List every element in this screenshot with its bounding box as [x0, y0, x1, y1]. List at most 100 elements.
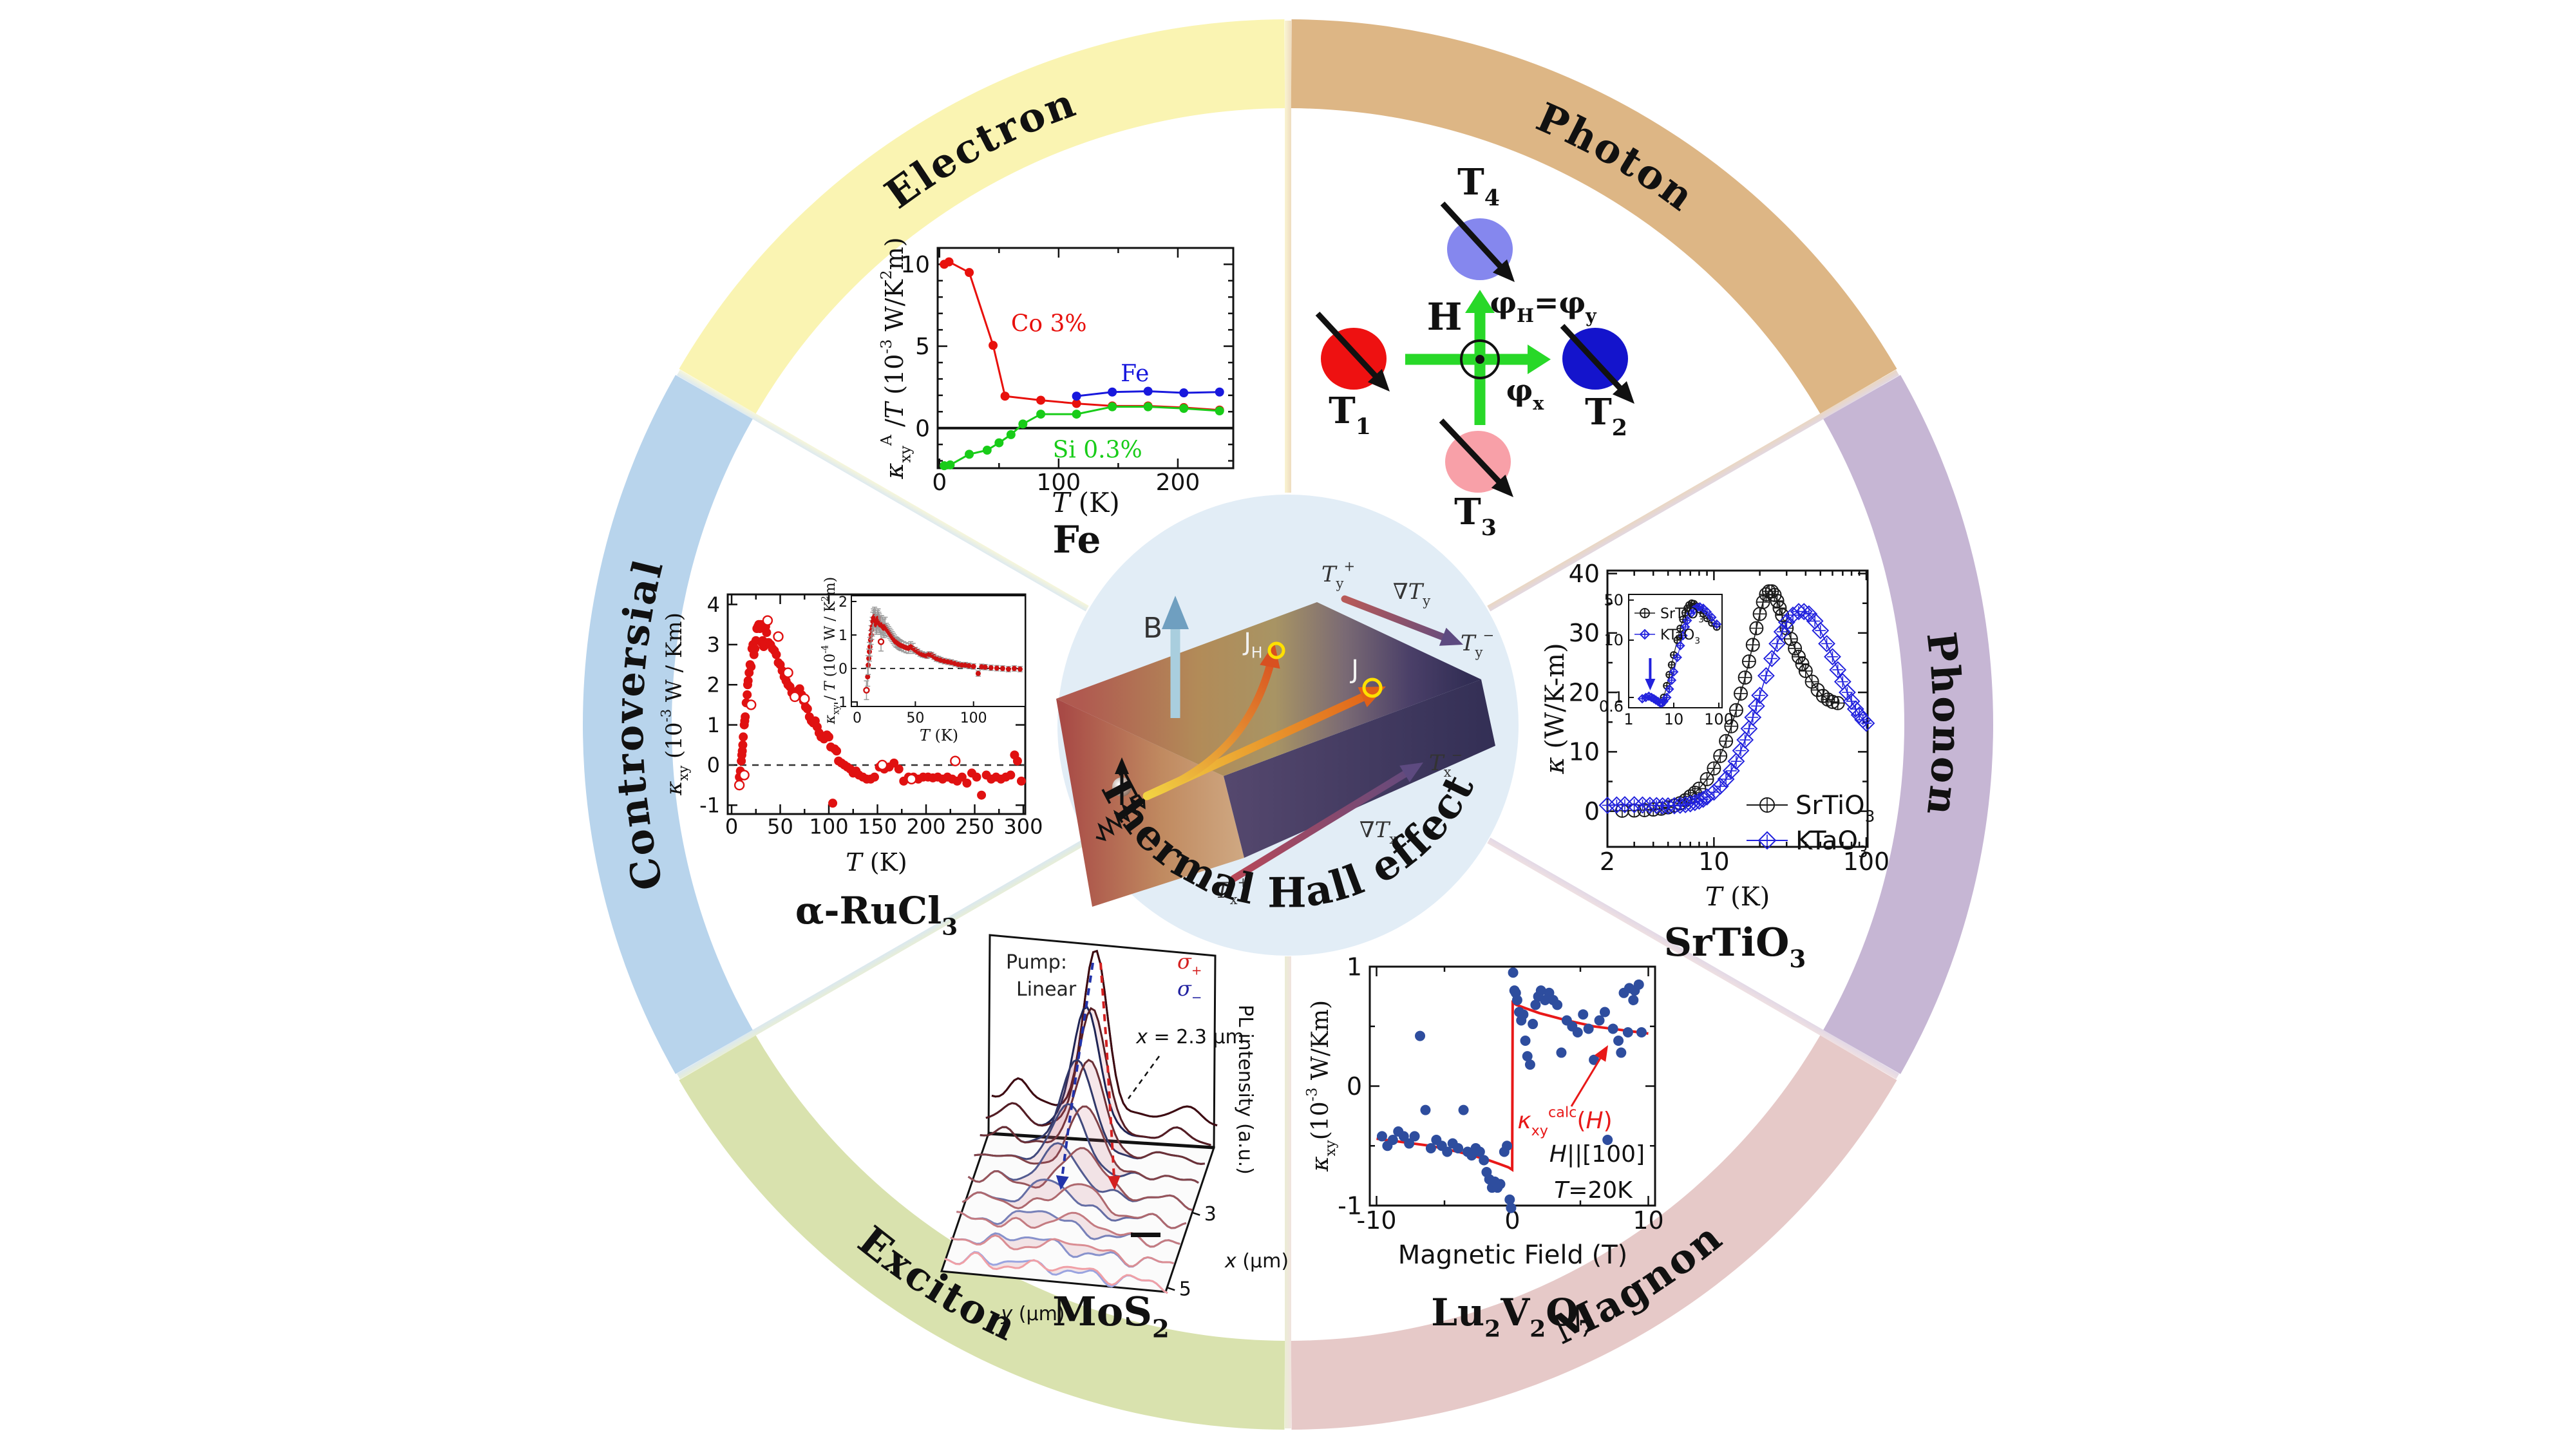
- x-axis-label: x (μm): [1224, 1250, 1289, 1273]
- x-annotation: x = 2.3 μm: [1135, 1026, 1244, 1048]
- shape: [1763, 650, 1781, 667]
- scale-bar: [1131, 1233, 1160, 1237]
- chart-title-rucl3: α-RuCl3: [795, 889, 958, 940]
- sector-exciton: [679, 1035, 1285, 1430]
- trace-fill: [980, 1059, 1205, 1164]
- x-tick-label: 200: [1156, 469, 1200, 496]
- y-axis-label: κxyA /T (10-3 W/K2m): [877, 237, 914, 479]
- x-tick-label: -10: [1356, 1206, 1396, 1235]
- shape: [1846, 700, 1864, 718]
- x-tick-label: 100: [1036, 469, 1081, 496]
- y-axis-label: κxy (10-3 W / Km): [658, 612, 692, 796]
- shape: [1757, 831, 1777, 850]
- shape: [1751, 687, 1769, 705]
- ty-plus-label: Ty+: [1321, 558, 1355, 592]
- temp-annotation: T=20K: [1554, 1177, 1633, 1204]
- z-axis-label: PL intensity (a.u.): [1234, 1005, 1256, 1175]
- x-axis-label: Magnetic Field (T): [1398, 1240, 1628, 1270]
- y-tick-label: 40: [1569, 560, 1600, 588]
- y-axis-label: y (μm): [1000, 1303, 1065, 1325]
- shape: [1686, 793, 1704, 811]
- arrowhead: [1645, 679, 1656, 690]
- x-tick-label: 250: [955, 814, 994, 838]
- shape: [1824, 648, 1841, 666]
- shape: [1712, 619, 1722, 629]
- y-tick-label: 1: [707, 713, 720, 737]
- ty-minus-label: Ty−: [1461, 627, 1494, 661]
- mos2-chart: 3 5 x = 2.3 μm Pump: Linear σ+σ− PL intensity …: [940, 934, 1289, 1344]
- trace-fill: [956, 1211, 1180, 1247]
- tx-plus-label: Tx+: [1215, 875, 1249, 908]
- sector-photon: [1291, 19, 1897, 414]
- h-field-label: H: [1427, 295, 1463, 339]
- inset-legend-entry: SrTiO3: [1660, 606, 1704, 625]
- grad-tx-label: ∇Tx: [1359, 817, 1397, 847]
- arrowhead: [1115, 757, 1129, 774]
- tx-minus-label: Tx−: [1429, 747, 1463, 781]
- sector-controversial: [583, 375, 753, 1074]
- inset-y-tick: 1: [838, 628, 848, 644]
- shape: [1727, 752, 1745, 770]
- t1-label: T1: [1329, 390, 1371, 440]
- y-tick-label: 10: [900, 252, 930, 278]
- arrowhead: [1491, 474, 1513, 497]
- inset-y-tick: 1: [1614, 688, 1624, 706]
- inset-y-tick: -1: [833, 695, 848, 711]
- y-tick-label: 10: [1569, 738, 1600, 766]
- series-label: Co 3%: [1011, 311, 1087, 337]
- jh-label: JH: [1243, 628, 1263, 661]
- t3-label: T3: [1454, 491, 1497, 541]
- shape: [1812, 621, 1830, 639]
- shape: [1757, 667, 1775, 685]
- y-tick-label: 2: [707, 672, 720, 697]
- arrowhead: [1595, 1045, 1608, 1062]
- shape: [1672, 652, 1682, 663]
- shape: [1669, 667, 1679, 677]
- shape: [1829, 661, 1847, 679]
- trace-fill: [985, 1007, 1211, 1146]
- shape: [1639, 629, 1651, 640]
- series-si03: Si 0.3%: [940, 402, 1224, 471]
- y-tick-label: 0: [1584, 797, 1600, 826]
- trace-fill: [945, 1252, 1168, 1293]
- series-label: Fe: [1121, 361, 1149, 387]
- x-tick-label: 0: [932, 469, 947, 496]
- legend-entry: SrTiO3: [1795, 791, 1875, 826]
- x-tick-label: 10: [1633, 1206, 1663, 1235]
- chart-title-fe: Fe: [1053, 518, 1101, 562]
- shape: [1747, 697, 1765, 715]
- shape: [1690, 792, 1708, 810]
- y-axis-label: κ (W/K-m): [1540, 643, 1570, 774]
- series-ktao3: [1598, 603, 1875, 815]
- shape: [1702, 607, 1712, 617]
- shape: [1732, 742, 1750, 759]
- center-illustration: B J JH Ty+ ∇Ty Ty− Tx− ∇Tx Tx+: [1056, 558, 1495, 908]
- x-axis-label: T (K): [846, 848, 907, 876]
- shape: [1768, 635, 1786, 652]
- shape: [1678, 630, 1688, 641]
- x-axis-label: T (K): [1705, 882, 1770, 912]
- arrowhead: [1612, 381, 1634, 404]
- slab-side: [1224, 679, 1495, 858]
- inset-y-tick: 50: [1604, 591, 1624, 609]
- x-tick-label: 300: [1003, 814, 1043, 838]
- pump-mode-label: Linear: [1016, 978, 1077, 1001]
- sigma-plus-label: σ+: [1177, 949, 1202, 978]
- y-tick-label: 0: [915, 415, 930, 442]
- shape: [1818, 635, 1835, 652]
- jh-ring: [1267, 641, 1285, 659]
- sigma-minus-label: σ−: [1177, 976, 1202, 1005]
- shape: [1689, 605, 1699, 615]
- shape: [1647, 797, 1665, 815]
- shape: [1598, 797, 1616, 814]
- arrowhead: [1528, 345, 1551, 374]
- arrowhead: [1056, 1175, 1069, 1190]
- x-tick-label: 10: [1698, 848, 1729, 876]
- shape: [1711, 777, 1729, 795]
- inset-y-tick: 10: [1604, 631, 1624, 649]
- shape: [1744, 708, 1762, 726]
- y-tick-label: 1: [1347, 952, 1362, 981]
- fe-chart: 0 100 200 0 5 10 Co 3% Fe Si 0.3% κxyA /T (10-3 W…: [877, 237, 1235, 562]
